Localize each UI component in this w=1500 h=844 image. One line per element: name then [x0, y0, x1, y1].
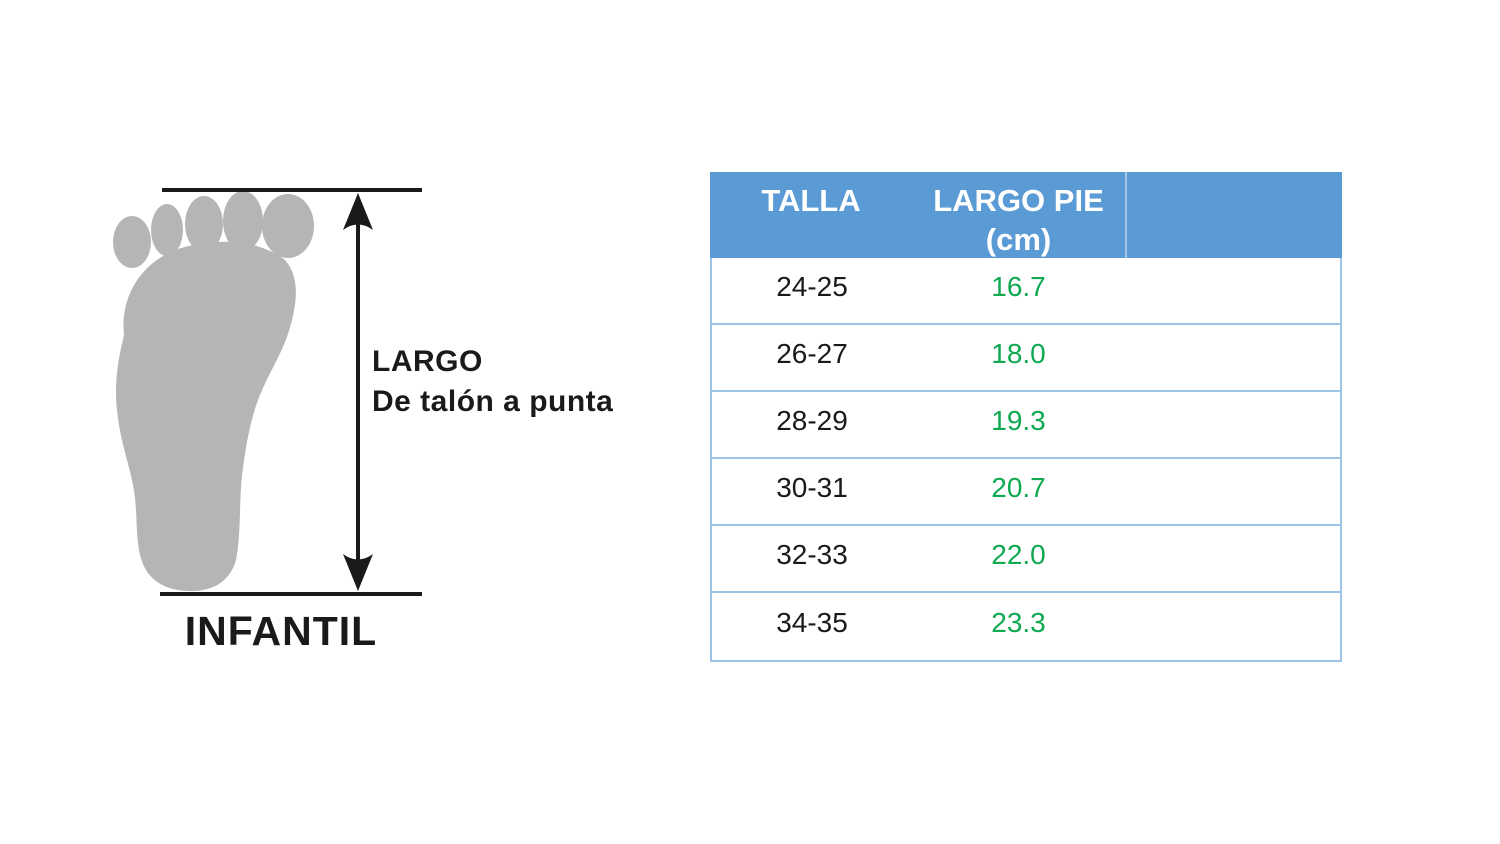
footprint-icon	[113, 191, 314, 592]
largo-pie-cell: 22.0	[991, 538, 1046, 570]
header-largo-line2: (cm)	[985, 222, 1052, 257]
table-row: 30-31 20.7	[712, 459, 1340, 526]
header-cell-talla: TALLA	[761, 183, 861, 218]
talla-cell: 28-29	[776, 404, 848, 436]
header-cell-empty	[1125, 172, 1342, 259]
empty-cell	[1125, 593, 1340, 660]
table-row: 24-25 16.7	[712, 258, 1340, 325]
talla-cell: 30-31	[776, 471, 848, 503]
empty-cell	[1125, 526, 1340, 591]
talla-cell: 26-27	[776, 337, 848, 369]
size-table: TALLA LARGO PIE (cm) 24-25 16.7 26-27	[710, 172, 1342, 662]
talla-cell: 32-33	[776, 538, 848, 570]
foot-measurement-diagram: LARGO De talón a punta INFANTIL	[100, 180, 620, 680]
length-arrow-icon	[343, 193, 373, 591]
measure-label: LARGO De talón a punta	[372, 342, 613, 422]
table-row: 34-35 23.3	[712, 593, 1340, 660]
empty-cell	[1125, 325, 1340, 390]
header-cell-largo-pie: LARGO PIE (cm)	[912, 172, 1125, 259]
table-row: 32-33 22.0	[712, 526, 1340, 593]
table-row: 28-29 19.3	[712, 392, 1340, 459]
empty-cell	[1125, 392, 1340, 457]
measure-label-line1: LARGO	[372, 345, 483, 378]
measure-label-line2: De talón a punta	[372, 385, 614, 418]
talla-cell: 24-25	[776, 270, 848, 302]
size-table-header: TALLA LARGO PIE (cm)	[710, 172, 1342, 259]
largo-pie-cell: 18.0	[991, 337, 1046, 369]
footprint-illustration	[113, 188, 422, 596]
empty-cell	[1125, 258, 1340, 323]
talla-cell: 34-35	[776, 606, 848, 638]
diagram-caption: INFANTIL	[184, 608, 378, 654]
largo-pie-cell: 19.3	[991, 404, 1046, 436]
largo-pie-cell: 20.7	[991, 471, 1046, 503]
size-table-body: 24-25 16.7 26-27 18.0 28-29 19.3	[710, 258, 1342, 662]
header-largo-line1: LARGO PIE	[933, 183, 1104, 218]
table-row: 26-27 18.0	[712, 325, 1340, 392]
largo-pie-cell: 16.7	[991, 270, 1046, 302]
largo-pie-cell: 23.3	[991, 606, 1046, 638]
empty-cell	[1125, 459, 1340, 524]
